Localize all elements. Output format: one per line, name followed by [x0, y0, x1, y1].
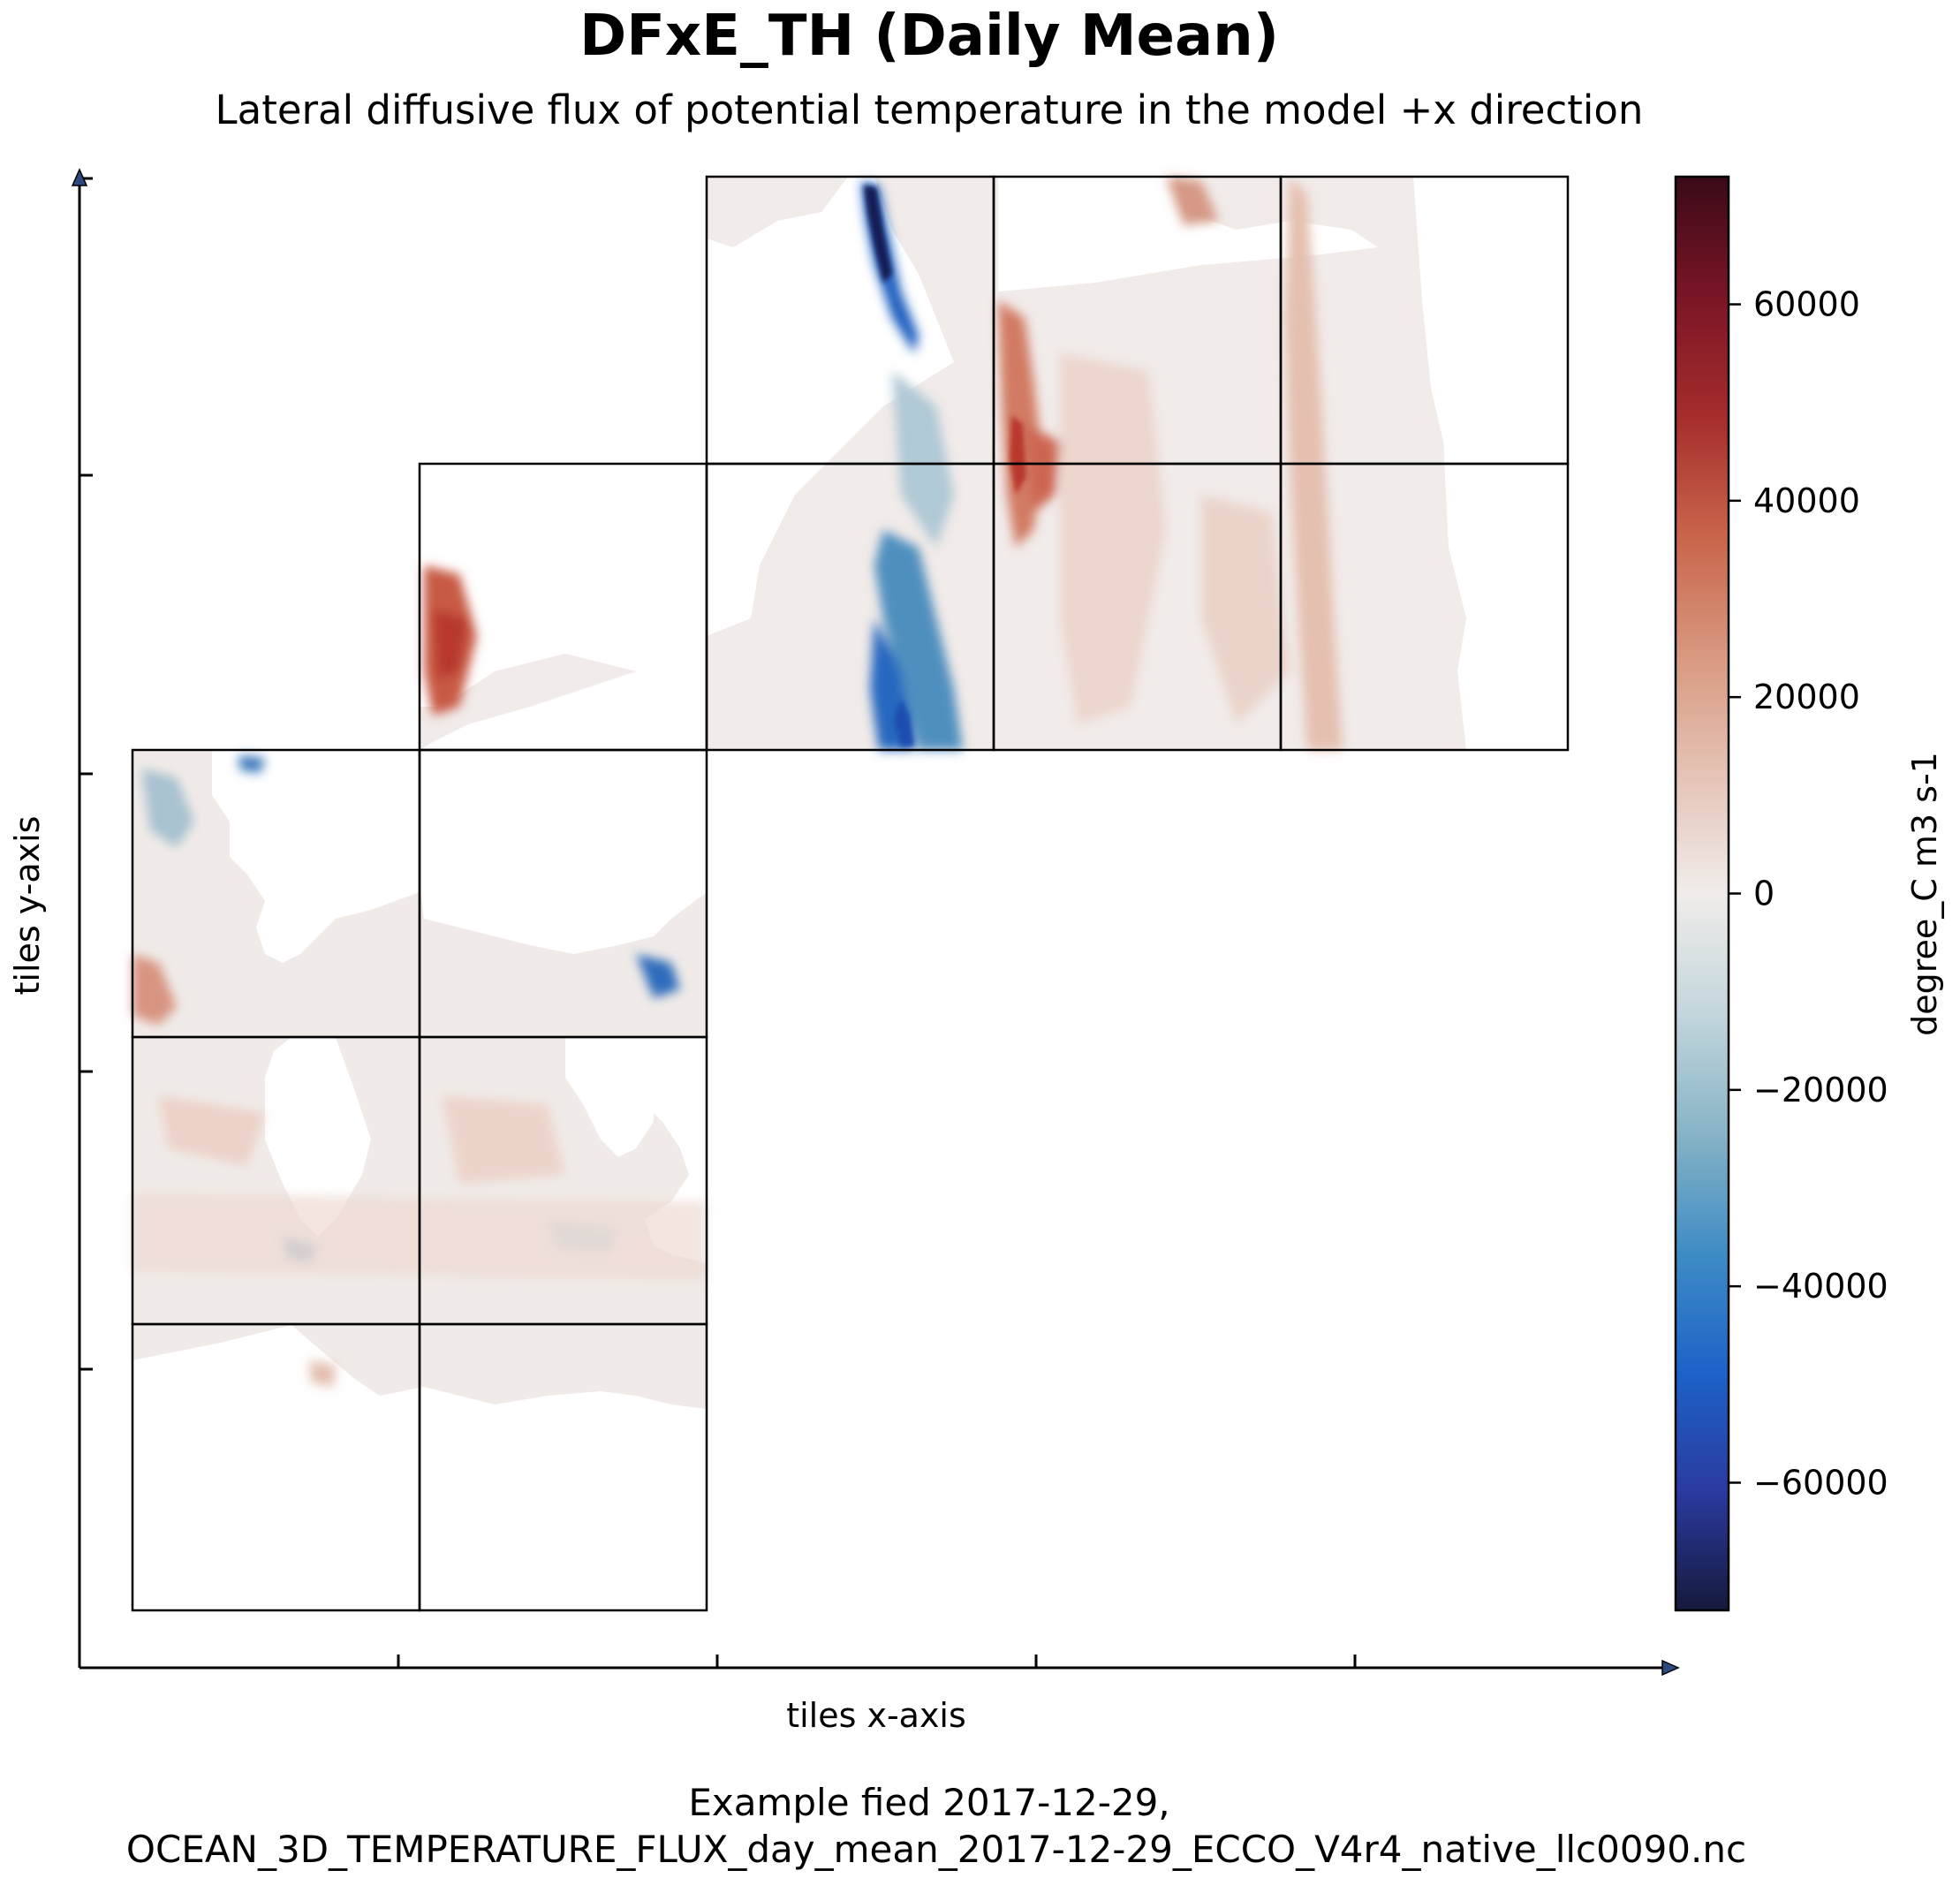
strong-negative-flux	[894, 698, 914, 746]
negative-flux-band	[874, 530, 963, 750]
land-mass	[998, 177, 1378, 292]
chart-title: DFxE_TH (Daily Mean)	[579, 4, 1279, 69]
land-mass	[1431, 177, 1572, 247]
strong-flux-anomalies	[864, 186, 1026, 746]
colorbar-tick-label: 60000	[1753, 285, 1860, 324]
land-mass	[420, 750, 707, 954]
negative-flux-band	[636, 954, 680, 998]
land-mass	[230, 769, 291, 866]
positive-flux-band	[442, 1095, 565, 1184]
positive-flux-band	[159, 1095, 265, 1166]
colorbar-tick-label: 20000	[1753, 678, 1860, 716]
land-mass	[1440, 309, 1572, 750]
colorbar-label: degree_C m3 s-1	[1905, 752, 1944, 1036]
x-axis-label: tiles x-axis	[786, 1696, 966, 1735]
land-mass	[495, 464, 707, 618]
colorbar-gradient	[1674, 175, 1730, 1612]
caption-line-2: OCEAN_3D_TEMPERATURE_FLUX_day_mean_2017-…	[126, 1828, 1746, 1871]
y-axis-label: tiles y-axis	[8, 816, 47, 996]
axes	[78, 177, 1669, 1670]
positive-flux-band	[1201, 495, 1290, 724]
colorbar: 60000 40000 20000 0 −20000 −40000 −60000	[1674, 175, 1888, 1612]
chart-subtitle: Lateral diffusive flux of potential temp…	[216, 87, 1644, 133]
map-field	[131, 175, 1572, 1612]
tile-outline	[418, 1322, 708, 1612]
caption-line-1: Example fied 2017-12-29,	[688, 1781, 1169, 1824]
positive-flux-band	[433, 610, 468, 680]
colorbar-tick-label: −60000	[1753, 1463, 1888, 1502]
colorbar-tick-label: 0	[1753, 875, 1775, 913]
colorbar-tick-label: −40000	[1753, 1267, 1888, 1306]
colorbar-tick-label: −20000	[1753, 1071, 1888, 1109]
y-axis-arrow	[71, 168, 88, 186]
positive-flux-band	[309, 1360, 336, 1387]
land-mass	[132, 1449, 420, 1610]
tile-outlines	[131, 175, 1570, 1612]
strong-negative-flux	[864, 186, 892, 283]
positive-flux-band	[1025, 424, 1060, 512]
negative-flux-band	[892, 371, 954, 548]
positive-flux-band	[1060, 353, 1166, 724]
tile-outline	[1279, 462, 1570, 752]
strong-positive-flux	[1010, 415, 1026, 495]
positive-flux-band	[132, 954, 177, 1025]
land-mass	[265, 1037, 371, 1237]
positive-flux-band	[1166, 177, 1219, 225]
negative-flux-band	[238, 755, 265, 773]
land-mass	[420, 636, 707, 750]
negative-flux-band	[141, 769, 194, 848]
colorbar-tick-label: 40000	[1753, 481, 1860, 520]
x-axis-arrow	[1661, 1659, 1680, 1677]
